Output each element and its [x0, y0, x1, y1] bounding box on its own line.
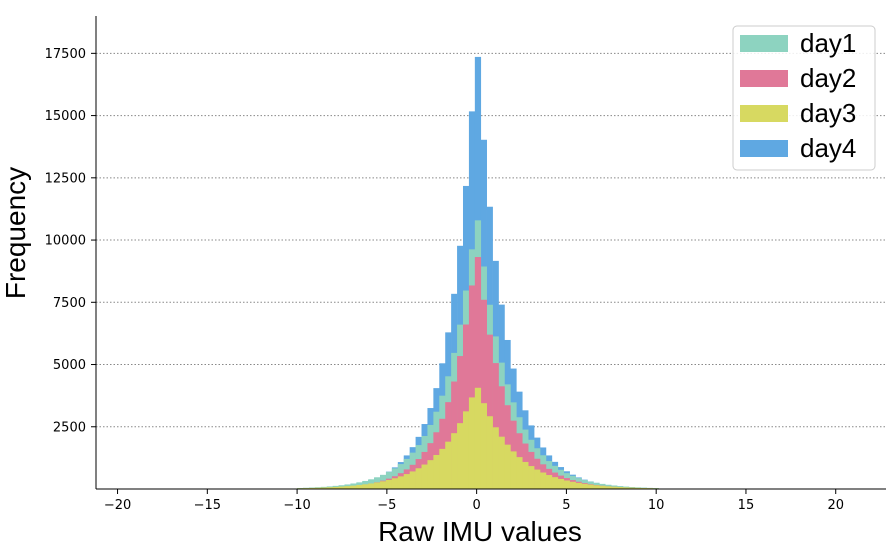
legend-swatch-day2 — [740, 70, 788, 87]
histogram-bar — [397, 476, 405, 489]
y-tick-label: 7500 — [53, 296, 86, 311]
histogram-bar — [474, 387, 482, 489]
histogram-bar — [439, 448, 446, 489]
histogram-bar — [599, 485, 606, 489]
histogram-bar — [480, 403, 487, 489]
x-tick-label: 5 — [562, 498, 570, 513]
histogram-bar — [557, 478, 565, 489]
x-tick-label: 20 — [827, 498, 844, 513]
axes — [95, 16, 886, 490]
histogram-bar — [504, 444, 511, 489]
histogram-bar — [427, 460, 434, 489]
y-tick-label: 17500 — [45, 47, 86, 62]
legend: day1 day2 day3 day4 — [732, 25, 876, 171]
histogram-bar — [314, 487, 322, 489]
histogram-bar — [622, 487, 630, 489]
histogram-bar — [492, 363, 499, 489]
legend-label-day3: day3 — [800, 98, 856, 128]
histogram-bar — [468, 285, 476, 489]
histogram-bar — [332, 486, 339, 489]
histogram-bar — [634, 487, 642, 489]
x-tick-label: 15 — [738, 498, 755, 513]
ticks: −20 −15 −10 −5 0 5 10 15 20 2500 5000 7500 10000 1250… — [45, 47, 844, 513]
y-tick-label: 12500 — [45, 171, 86, 186]
histogram-bar — [344, 486, 351, 489]
histogram-bar — [563, 480, 570, 489]
histogram-bar — [516, 457, 523, 489]
histogram-bar — [380, 481, 387, 489]
histogram-bar — [480, 299, 487, 489]
histogram-bar — [534, 469, 541, 489]
y-tick-label: 5000 — [53, 358, 86, 373]
x-tick-label: −10 — [283, 498, 310, 513]
histogram-bar — [587, 484, 594, 489]
histogram-bar — [320, 487, 328, 489]
histogram-bar — [445, 441, 452, 489]
histogram-bar — [421, 464, 428, 489]
histogram-bar — [368, 483, 375, 489]
histogram-bar — [462, 411, 470, 489]
x-tick-label: −15 — [194, 498, 221, 513]
histogram-bar — [498, 436, 505, 489]
histogram-bar — [593, 485, 600, 489]
legend-label-day4: day4 — [800, 133, 856, 163]
legend-swatch-day1 — [740, 35, 788, 52]
histogram-bar — [492, 427, 499, 489]
histogram-bar — [457, 356, 464, 489]
histogram-bar — [628, 487, 636, 489]
histogram-bar — [374, 482, 381, 489]
y-axis-title: Frequency — [0, 167, 31, 299]
histogram-bar — [326, 487, 333, 489]
histogram-bar — [385, 479, 393, 489]
histogram-bar — [338, 486, 345, 489]
histogram-bar — [617, 487, 624, 489]
histogram-bar — [362, 484, 369, 489]
histogram-bar — [403, 474, 410, 489]
legend-box — [732, 25, 876, 171]
x-tick-label: 10 — [648, 498, 665, 513]
histogram-bar — [545, 475, 553, 489]
histogram-bar — [350, 485, 357, 489]
y-tick-label: 15000 — [45, 109, 86, 124]
histogram-bar — [540, 472, 547, 489]
histogram-bar — [528, 466, 535, 489]
histogram-bar — [409, 471, 416, 489]
y-tick-label: 10000 — [45, 234, 86, 249]
x-tick-label: 0 — [472, 498, 480, 513]
legend-label-day2: day2 — [800, 63, 856, 93]
histogram-bar — [551, 477, 559, 489]
histogram-bar — [522, 461, 529, 489]
series-day3 — [297, 387, 659, 489]
x-axis-title: Raw IMU values — [378, 516, 582, 547]
histogram-bar — [457, 423, 464, 489]
histogram-bar — [581, 483, 588, 489]
x-tick-label: −5 — [377, 498, 396, 513]
legend-swatch-day4 — [740, 140, 788, 157]
histogram-bar — [308, 487, 316, 489]
histogram-bar — [468, 397, 476, 489]
histogram-bar — [611, 486, 618, 489]
legend-label-day1: day1 — [800, 28, 856, 58]
histogram-bar — [415, 468, 422, 489]
histogram-bar — [569, 481, 576, 489]
histogram-bar — [462, 324, 470, 489]
histogram-bar — [605, 486, 612, 489]
histogram-bar — [433, 454, 440, 489]
histogram-bar — [356, 485, 363, 489]
y-tick-label: 2500 — [53, 420, 86, 435]
histogram-bar — [474, 257, 482, 489]
histogram-bar — [510, 451, 517, 489]
histogram-bars — [297, 56, 659, 489]
histogram-bar — [486, 334, 493, 489]
x-tick-label: −20 — [104, 498, 131, 513]
histogram-bar — [451, 433, 458, 489]
legend-swatch-day3 — [740, 105, 788, 122]
histogram-bar — [391, 478, 399, 489]
histogram-bar — [575, 482, 582, 489]
histogram-bar — [486, 416, 493, 489]
